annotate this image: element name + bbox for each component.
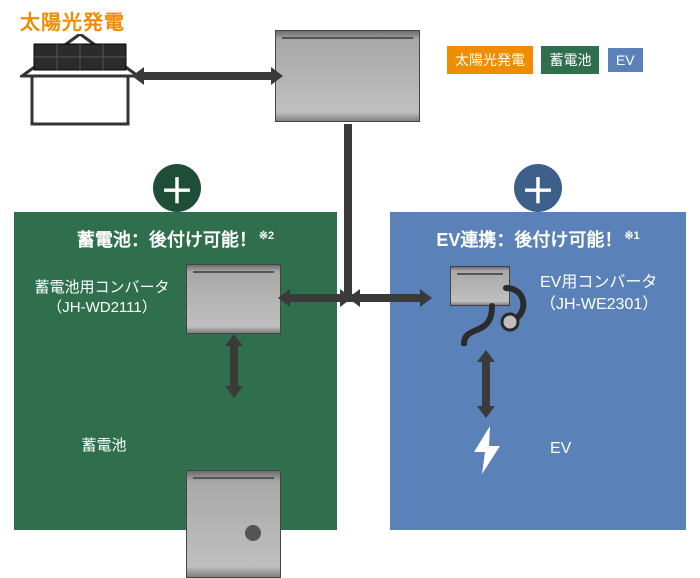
battery-converter-icon	[186, 264, 281, 334]
ev-section: EV連携：後付け可能！※1 EV用コンバータ （JH-WE2301） EV	[390, 212, 686, 530]
battery-icon	[186, 470, 281, 578]
ev-converter-label-2: （JH-WE2301）	[540, 294, 680, 316]
battery-label: 蓄電池	[81, 437, 126, 454]
solar-label: 太陽光発電	[20, 12, 125, 34]
ev-converter-label-1: EV用コンバータ	[540, 272, 680, 294]
conn-to-right	[352, 294, 422, 302]
plus-badge-ev: ＋	[514, 164, 562, 212]
ev-converter-icon	[442, 266, 532, 346]
ev-label: EV	[550, 440, 571, 457]
conn-hybrid-down	[344, 124, 352, 302]
hybrid-conditioner-icon	[275, 30, 420, 122]
conn-house-hybrid	[142, 72, 273, 80]
conn-batt-internal	[230, 344, 238, 388]
ev-bolt-icon	[470, 426, 504, 474]
system-tags: 太陽光発電 蓄電池 EV	[447, 46, 647, 74]
ev-section-note: ※1	[624, 230, 639, 242]
battery-section: 蓄電池：後付け可能！※2 蓄電池用コンバータ （JH-WD2111） 蓄電池	[14, 212, 337, 530]
battery-converter-label-2: （JH-WD2111）	[22, 298, 182, 318]
battery-section-note: ※2	[259, 230, 274, 242]
house-icon	[20, 34, 140, 126]
conn-ev-internal	[482, 360, 490, 408]
tag-battery: 蓄電池	[541, 46, 599, 74]
tag-ev: EV	[608, 48, 643, 72]
battery-converter-label-1: 蓄電池用コンバータ	[22, 278, 182, 298]
tag-solar: 太陽光発電	[447, 46, 533, 74]
plus-badge-battery: ＋	[153, 164, 201, 212]
ev-section-title: EV連携：後付け可能！	[436, 230, 622, 250]
battery-section-title: 蓄電池：後付け可能！	[77, 230, 257, 250]
